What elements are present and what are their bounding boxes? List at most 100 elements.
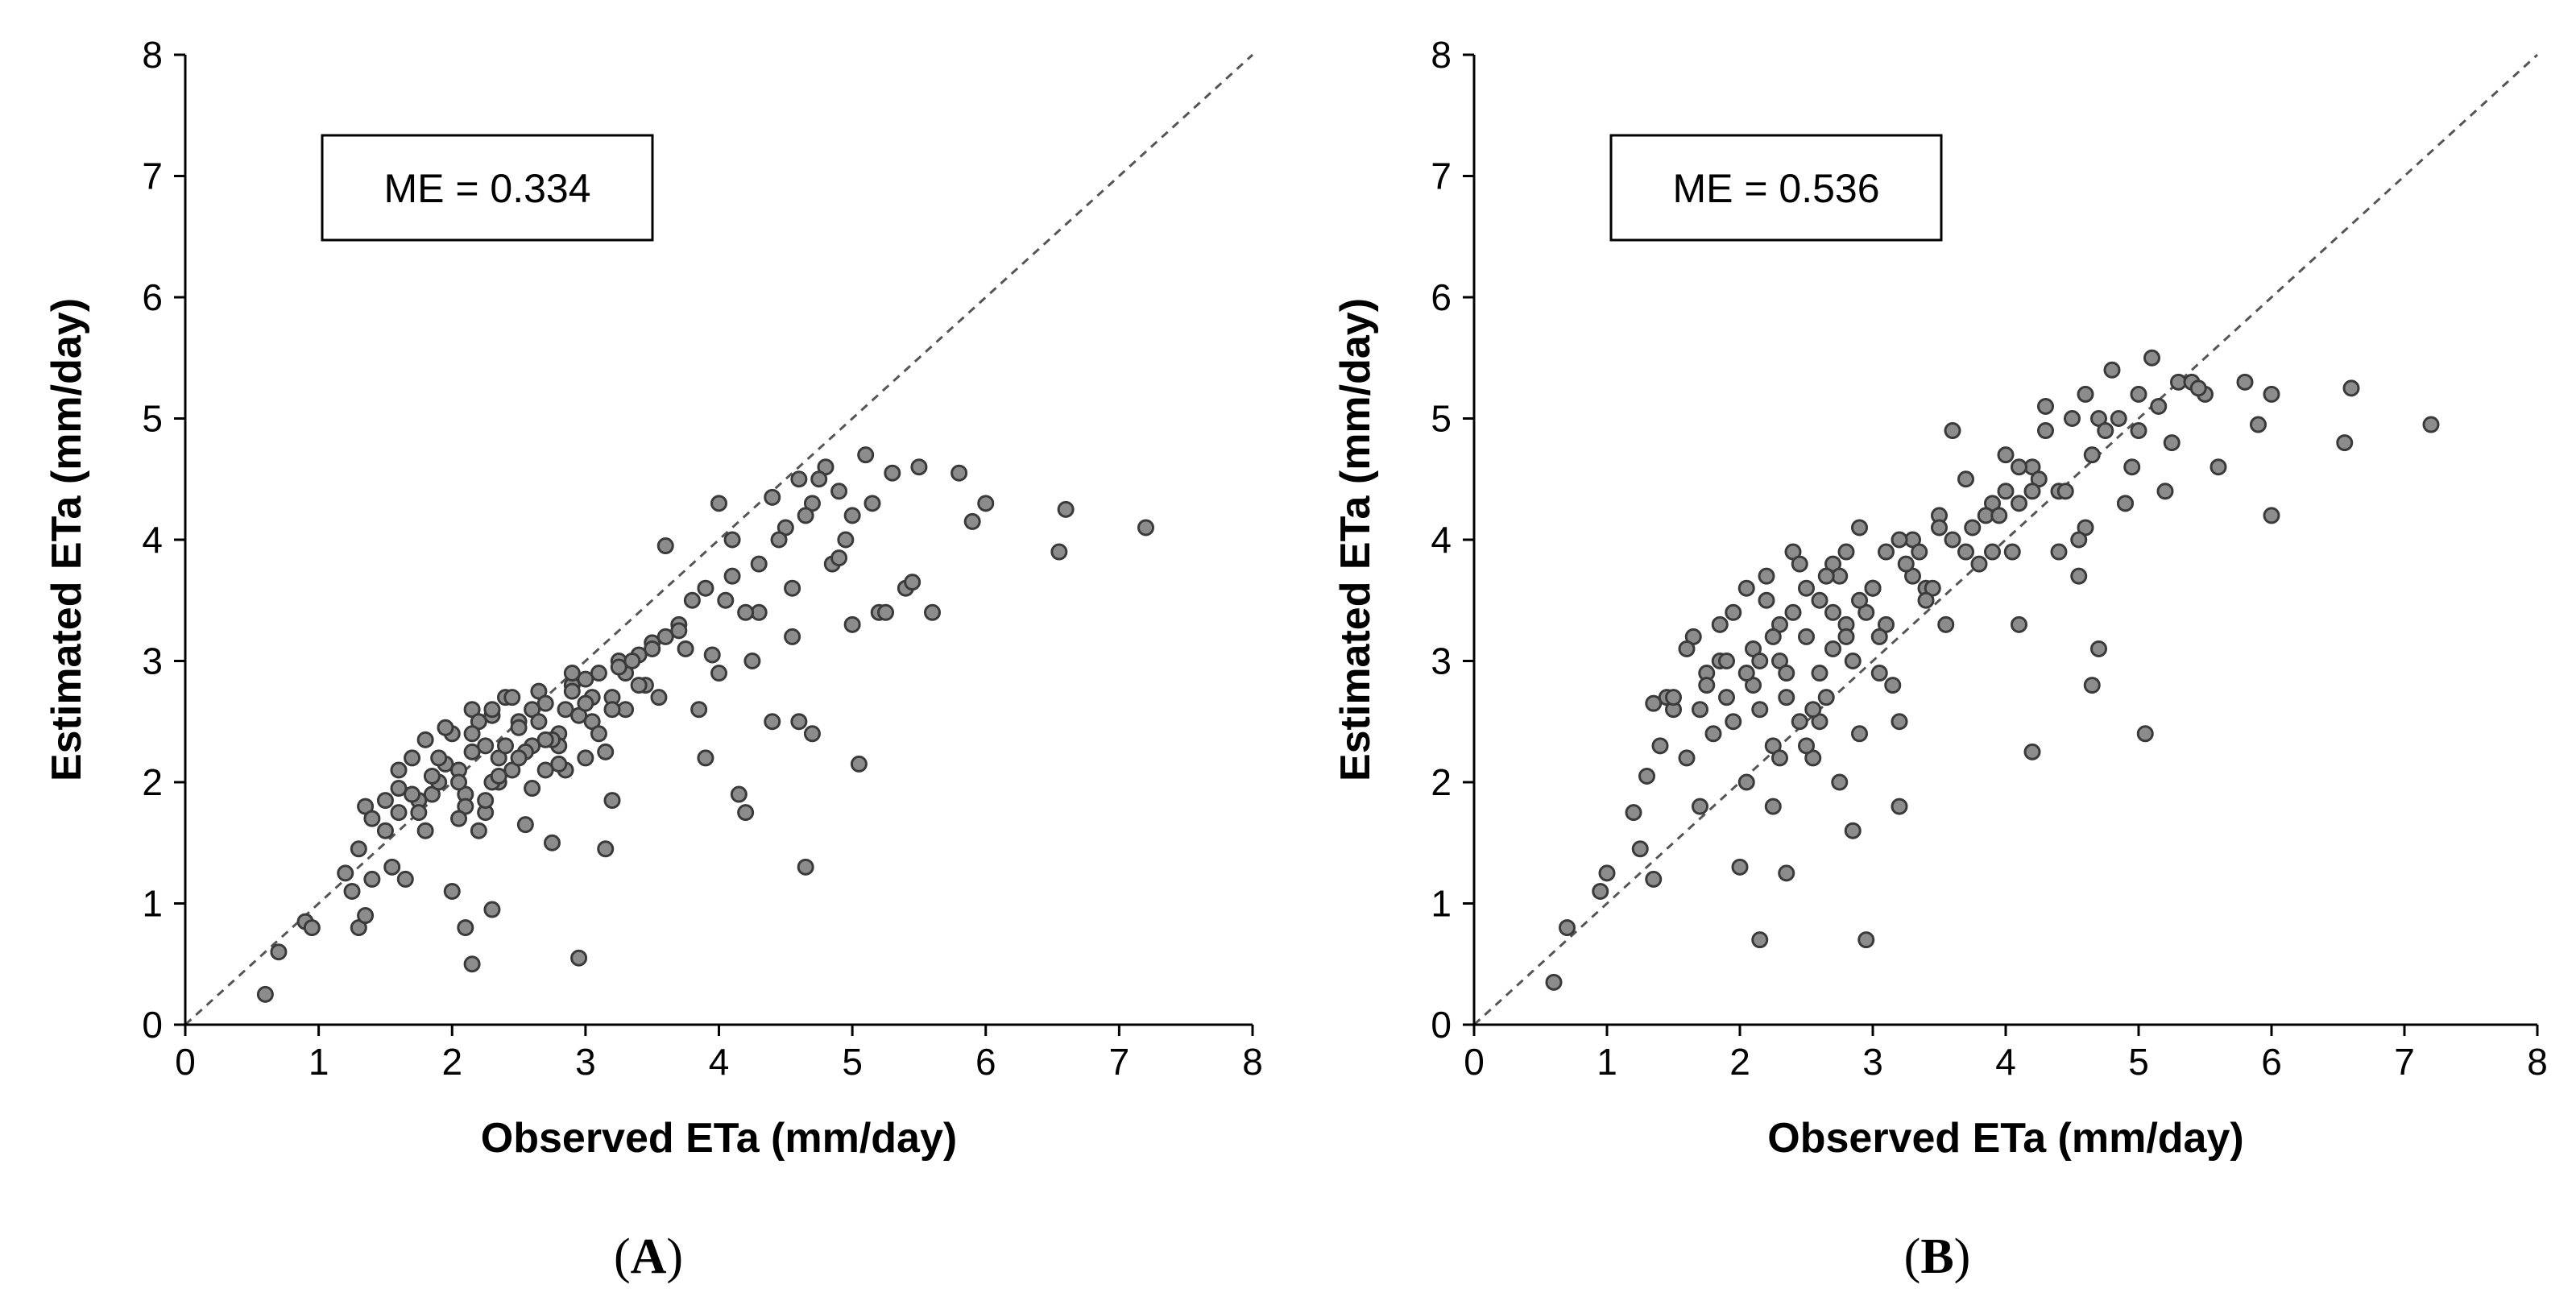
scatter-point <box>2130 422 2147 440</box>
scatter-point <box>737 603 755 621</box>
scatter-point <box>850 755 868 773</box>
scatter-point <box>1931 519 1948 537</box>
scatter-point <box>1718 653 1735 669</box>
x-tick-label: 2 <box>441 1041 462 1083</box>
scatter-point <box>1864 579 1882 597</box>
scatter-point <box>837 531 855 549</box>
scatter-point <box>2011 495 2027 512</box>
scatter-point <box>1891 531 1908 549</box>
y-tick-label: 5 <box>142 398 163 440</box>
scatter-point <box>1678 640 1696 657</box>
me-annotation-box-a <box>321 134 654 242</box>
scatter-point <box>1638 767 1655 785</box>
scatter-point <box>256 985 274 1003</box>
scatter-point <box>270 943 288 961</box>
scatter-point <box>1784 603 1802 621</box>
scatter-point <box>884 464 901 482</box>
scatter-point <box>644 640 661 657</box>
scatter-point <box>797 858 814 876</box>
scatter-point <box>1851 519 1868 537</box>
scatter-point <box>450 773 468 791</box>
x-tick-label: 1 <box>1597 1041 1617 1083</box>
x-tick-label: 4 <box>1995 1041 2016 1083</box>
scatter-point <box>1917 591 1935 609</box>
scatter-point <box>2130 385 2147 403</box>
scatter-point <box>603 701 621 719</box>
scatter-point <box>1731 858 1749 876</box>
scatter-point <box>2143 349 2160 367</box>
scatter-point <box>717 591 735 609</box>
y-tick-label: 5 <box>1431 398 1452 440</box>
scatter-point <box>1598 864 1616 882</box>
y-tick-label: 4 <box>142 519 163 561</box>
scatter-point <box>376 822 394 839</box>
scatter-point <box>784 579 801 597</box>
scatter-point <box>2123 458 2141 476</box>
reference-line-b <box>1472 53 2539 1026</box>
scatter-point <box>2097 422 2114 440</box>
scatter-point <box>1592 882 1609 900</box>
scatter-point <box>797 507 814 524</box>
y-tick-label: 0 <box>142 1004 163 1046</box>
x-axis-title-b: Observed ETa (mm/day) <box>1767 1115 2243 1162</box>
scatter-point <box>1811 591 1828 609</box>
scatter-point <box>1711 615 1729 633</box>
scatter-point <box>1970 555 1988 573</box>
scatter-point <box>770 531 788 549</box>
scatter-point <box>2263 385 2280 403</box>
scatter-point <box>1137 519 1154 537</box>
scatter-point <box>337 864 354 882</box>
scatter-point <box>404 749 421 767</box>
scatter-point <box>2050 543 2068 561</box>
scatter-point <box>463 743 481 760</box>
scatter-point <box>536 731 554 748</box>
scatter-point <box>416 731 434 748</box>
scatter-point <box>2056 483 2074 500</box>
scatter-point <box>590 725 607 743</box>
scatter-point <box>950 464 968 482</box>
scatter-point <box>1050 543 1068 561</box>
me-annotation-box-b <box>1609 134 1943 242</box>
scatter-point <box>2156 483 2174 500</box>
scatter-point <box>2023 483 2041 500</box>
scatter-point <box>1771 749 1788 767</box>
scatter-point <box>470 822 487 839</box>
scatter-point <box>1791 713 1808 731</box>
scatter-panel-b: (B) 0 1 2 3 4 5 6 7 8 0 1 2 3 4 5 6 7 8 Observed ETa (mm/d… <box>1332 34 2548 1284</box>
scatter-point <box>1831 773 1849 791</box>
x-tick-label: 1 <box>309 1041 329 1083</box>
scatter-point <box>2163 434 2180 452</box>
scatter-point <box>2070 567 2088 585</box>
scatter-point <box>357 907 375 925</box>
scatter-point <box>1824 640 1841 657</box>
scatter-point <box>516 816 534 834</box>
scatter-point <box>577 694 594 712</box>
x-tick-label: 6 <box>2261 1041 2282 1083</box>
scatter-point <box>1990 507 2008 524</box>
scatter-point <box>830 483 848 500</box>
scatter-point <box>430 749 448 767</box>
scatter-point <box>2037 397 2054 415</box>
scatter-point <box>404 785 421 803</box>
y-tick-label: 6 <box>1431 276 1452 318</box>
scatter-point <box>910 458 928 476</box>
scatter-point <box>810 470 828 488</box>
scatter-point <box>784 628 801 645</box>
scatter-point <box>577 749 594 767</box>
scatter-point <box>363 870 381 888</box>
scatter-point <box>1824 603 1841 621</box>
scatter-point <box>530 713 548 731</box>
scatter-point <box>2103 361 2121 379</box>
scatter-point <box>477 792 495 810</box>
scatter-point <box>843 507 861 524</box>
scatter-point <box>1758 591 1775 609</box>
scatter-point <box>1692 701 1708 719</box>
scatter-point <box>343 882 361 900</box>
scatter-point <box>563 665 581 682</box>
x-tick-label: 7 <box>1109 1041 1130 1083</box>
scatter-point <box>376 792 394 810</box>
scatter-point <box>570 949 588 967</box>
scatter-point <box>764 713 781 731</box>
scatter-point <box>703 646 721 664</box>
scatter-point <box>536 761 554 779</box>
